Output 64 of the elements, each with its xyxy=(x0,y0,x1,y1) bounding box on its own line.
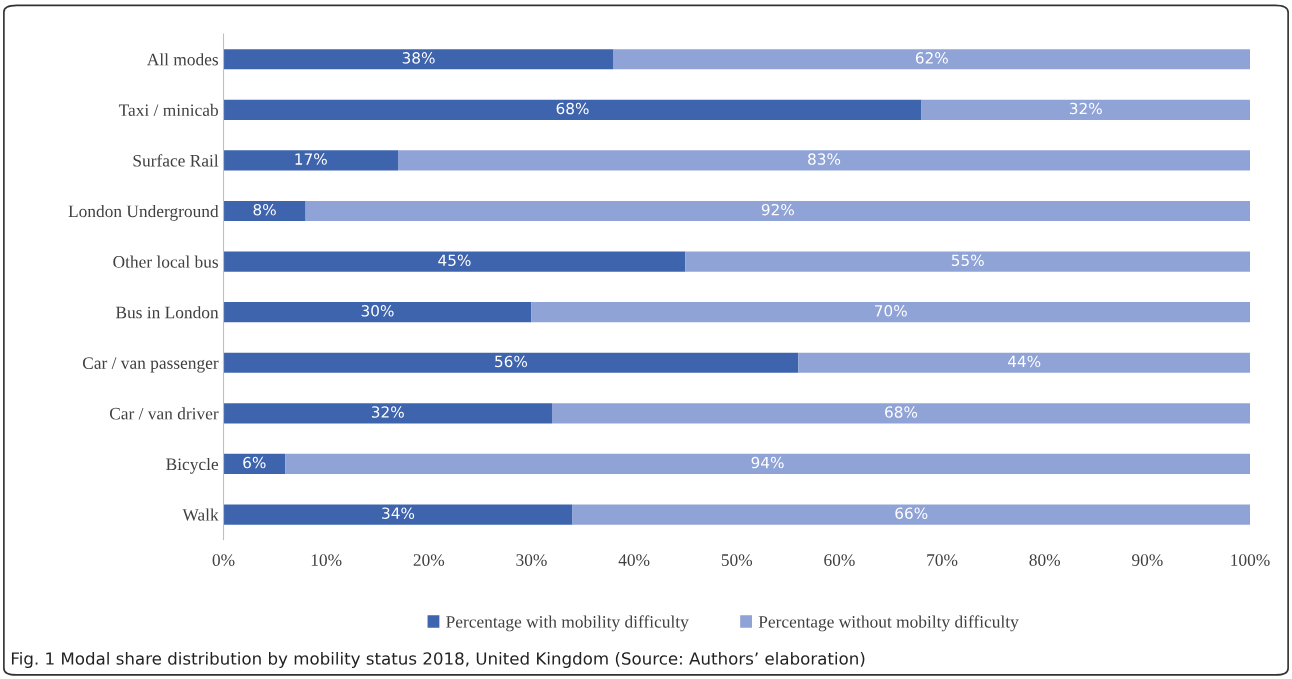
legend-label: Percentage without mobilty difficulty xyxy=(758,615,1019,632)
data-label: 83% xyxy=(808,153,841,165)
bar xyxy=(223,453,286,475)
y-tick-label: Other local bus xyxy=(113,255,219,268)
data-label: 32% xyxy=(371,406,404,418)
data-label: 94% xyxy=(751,456,784,469)
data-label: 68% xyxy=(556,102,589,115)
data-label: 34% xyxy=(382,507,415,519)
bar xyxy=(223,352,799,373)
data-label: 38% xyxy=(402,52,435,64)
data-label: 45% xyxy=(438,254,471,267)
y-tick-label: Surface Rail xyxy=(133,154,219,167)
bar xyxy=(223,200,306,222)
x-tick-label: 80% xyxy=(1029,554,1061,566)
x-tick-label: 90% xyxy=(1132,554,1163,566)
y-tick-label: Taxi / minicab xyxy=(118,103,218,117)
data-label: 17% xyxy=(295,153,327,165)
data-label: 32% xyxy=(1069,102,1102,115)
y-tick-label: Bus in London xyxy=(115,306,219,319)
y-tick-label: Car / van driver xyxy=(109,407,219,420)
bar xyxy=(223,99,922,120)
x-tick-label: 20% xyxy=(413,554,445,566)
bar xyxy=(921,99,1251,120)
bar xyxy=(305,200,1251,222)
x-tick-label: 10% xyxy=(311,554,342,566)
y-tick-label: All modes xyxy=(146,53,219,66)
data-label: 92% xyxy=(761,203,794,216)
data-label: 68% xyxy=(885,406,918,418)
data-label: 66% xyxy=(895,507,928,519)
y-tick-label: Walk xyxy=(182,508,219,521)
bar xyxy=(223,302,532,323)
data-label: 70% xyxy=(875,305,907,317)
data-label: 44% xyxy=(1007,355,1041,368)
bar xyxy=(223,49,614,70)
bar xyxy=(798,352,1251,373)
data-label: 30% xyxy=(361,305,394,317)
bar xyxy=(398,150,1251,171)
bar xyxy=(223,251,686,272)
data-label: 6% xyxy=(243,456,266,469)
data-label: 55% xyxy=(951,254,984,267)
x-tick-label: 70% xyxy=(927,554,958,566)
bar xyxy=(223,504,573,525)
y-tick-label: London Underground xyxy=(68,204,219,221)
bar xyxy=(223,150,399,171)
bar xyxy=(285,453,1251,475)
legend-label: Percentage with mobility difficulty xyxy=(446,615,689,632)
y-tick-label: Bicycle xyxy=(166,457,219,474)
y-tick-label: Car / van passenger xyxy=(82,357,219,373)
x-tick-label: 60% xyxy=(824,554,855,566)
data-label: 56% xyxy=(495,355,528,368)
data-label: 62% xyxy=(915,52,948,64)
x-tick-label: 40% xyxy=(618,554,650,566)
bar xyxy=(223,403,552,424)
bar xyxy=(551,403,1251,424)
x-tick-label: 50% xyxy=(721,554,753,566)
x-tick-label: 100% xyxy=(1231,554,1270,566)
x-tick-label: 0% xyxy=(212,554,235,566)
bar xyxy=(685,251,1251,272)
bar xyxy=(531,302,1251,323)
x-tick-label: 30% xyxy=(516,554,547,566)
bar xyxy=(572,504,1251,525)
bar xyxy=(613,49,1251,70)
caption: Fig. 1 Modal share distribution by mobility status 2018, United Kingdom (Source: Authors’ elaboration) xyxy=(11,651,865,669)
data-label: 8% xyxy=(253,203,276,216)
